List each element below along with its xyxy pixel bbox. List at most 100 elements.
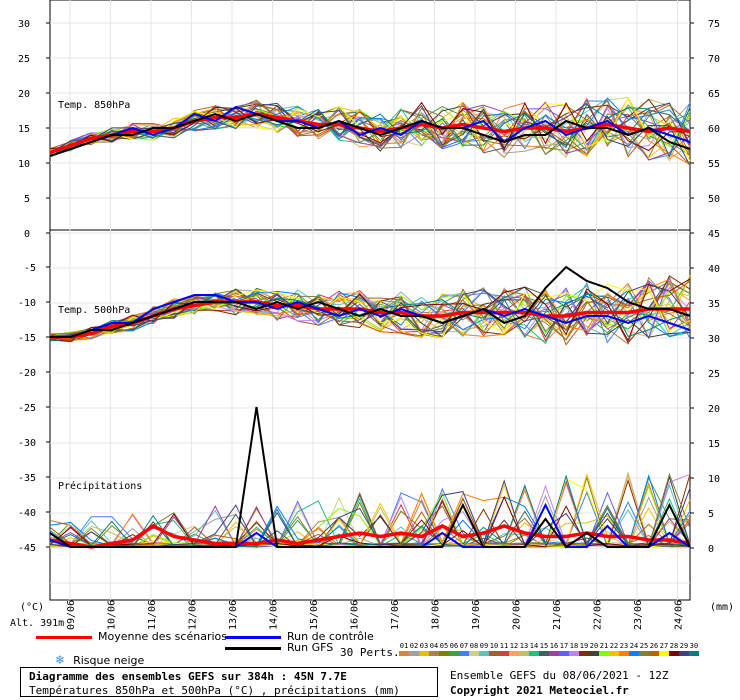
legend-gfs: Run GFS bbox=[225, 641, 333, 654]
footer-info-box: Diagramme des ensembles GEFS sur 384h : … bbox=[20, 667, 438, 697]
date-tick: 10/06 bbox=[107, 600, 118, 630]
pert-swatch bbox=[539, 651, 549, 656]
pert-line-30-t850 bbox=[49, 103, 691, 158]
legend-control-label: Run de contrôle bbox=[287, 630, 374, 643]
right-tick: 25 bbox=[708, 369, 720, 380]
date-tick: 15/06 bbox=[309, 600, 320, 630]
pert-id: 05 bbox=[439, 642, 449, 650]
pert-29: 29 bbox=[679, 642, 689, 656]
pert-id: 11 bbox=[499, 642, 509, 650]
panel-label-500: Temp. 500hPa bbox=[58, 305, 130, 316]
perturbation-legend: 01 02 03 04 05 06 07 08 09 10 11 12 13 14 15 16 17 18 19 20… bbox=[399, 640, 699, 656]
right-tick: 5 bbox=[708, 509, 714, 520]
pert-swatch bbox=[399, 651, 409, 656]
left-tick: -35 bbox=[18, 473, 36, 484]
legend-mean-swatch bbox=[36, 635, 92, 639]
right-tick: 0 bbox=[708, 544, 714, 555]
left-tick: 5 bbox=[24, 194, 30, 205]
right-tick: 40 bbox=[708, 264, 720, 275]
pert-16: 16 bbox=[549, 642, 559, 656]
date-tick: 20/06 bbox=[512, 600, 523, 630]
footer-run: Ensemble GEFS du 08/06/2021 - 12Z bbox=[450, 669, 669, 682]
date-tick: 17/06 bbox=[390, 600, 401, 630]
right-tick: 70 bbox=[708, 54, 720, 65]
pert-swatch bbox=[569, 651, 579, 656]
pert-id: 23 bbox=[619, 642, 629, 650]
pert-id: 12 bbox=[509, 642, 519, 650]
pert-id: 25 bbox=[639, 642, 649, 650]
legend-mean-label: Moyenne des scénarios bbox=[98, 630, 227, 643]
pert-18: 18 bbox=[569, 642, 579, 656]
pert-15: 15 bbox=[539, 642, 549, 656]
pert-08: 08 bbox=[469, 642, 479, 656]
pert-swatch bbox=[429, 651, 439, 656]
pert-swatch bbox=[689, 651, 699, 656]
pert-21: 21 bbox=[599, 642, 609, 656]
pert-swatch bbox=[609, 651, 619, 656]
pert-line-14-t850 bbox=[49, 107, 691, 154]
pert-id: 22 bbox=[609, 642, 619, 650]
pert-id: 02 bbox=[409, 642, 419, 650]
left-tick: 10 bbox=[18, 159, 30, 170]
snowflake-icon: ❄ bbox=[55, 653, 66, 667]
legend-snow: ❄ Risque neige bbox=[55, 653, 144, 667]
pert-17: 17 bbox=[559, 642, 569, 656]
left-tick: -20 bbox=[18, 368, 36, 379]
right-tick: 65 bbox=[708, 89, 720, 100]
pert-id: 16 bbox=[549, 642, 559, 650]
pert-id: 13 bbox=[519, 642, 529, 650]
panel-label-precip: Précipitations bbox=[58, 480, 142, 492]
pert-id: 04 bbox=[429, 642, 439, 650]
left-tick: -40 bbox=[18, 508, 36, 519]
pert-swatch bbox=[589, 651, 599, 656]
legend-snow-label: Risque neige bbox=[73, 654, 145, 667]
pert-04: 04 bbox=[429, 642, 439, 656]
pert-id: 29 bbox=[679, 642, 689, 650]
pert-28: 28 bbox=[669, 642, 679, 656]
pert-id: 14 bbox=[529, 642, 539, 650]
pert-id: 30 bbox=[689, 642, 699, 650]
pert-id: 15 bbox=[539, 642, 549, 650]
footer-copyright: Copyright 2021 Meteociel.fr bbox=[450, 684, 629, 697]
perts-label: 30 Perts. bbox=[340, 646, 400, 659]
pert-10: 10 bbox=[489, 642, 499, 656]
pert-09: 09 bbox=[479, 642, 489, 656]
pert-line-29-t500 bbox=[49, 283, 691, 342]
date-tick: 09/06 bbox=[66, 600, 77, 630]
right-tick: 20 bbox=[708, 404, 720, 415]
pert-swatch bbox=[479, 651, 489, 656]
pert-swatch bbox=[449, 651, 459, 656]
series-gfs-t500 bbox=[50, 265, 691, 338]
pert-03: 03 bbox=[419, 642, 429, 656]
left-tick: 15 bbox=[18, 124, 30, 135]
pert-swatch bbox=[439, 651, 449, 656]
left-tick: 20 bbox=[18, 89, 30, 100]
pert-swatch bbox=[499, 651, 509, 656]
right-tick: 50 bbox=[708, 194, 720, 205]
right-unit: (mm) bbox=[710, 602, 734, 613]
pert-07: 07 bbox=[459, 642, 469, 656]
pert-01: 01 bbox=[399, 642, 409, 656]
pert-24: 24 bbox=[629, 642, 639, 656]
pert-id: 01 bbox=[399, 642, 409, 650]
left-tick: 0 bbox=[24, 229, 30, 240]
left-tick: -10 bbox=[18, 298, 36, 309]
pert-swatch bbox=[649, 651, 659, 656]
pert-id: 24 bbox=[629, 642, 639, 650]
date-tick: 24/06 bbox=[674, 600, 685, 630]
pert-swatch bbox=[519, 651, 529, 656]
pert-id: 28 bbox=[669, 642, 679, 650]
right-tick: 55 bbox=[708, 159, 720, 170]
date-tick: 16/06 bbox=[350, 600, 361, 630]
pert-30: 30 bbox=[689, 642, 699, 656]
legend-gfs-label: Run GFS bbox=[287, 641, 334, 654]
pert-19: 19 bbox=[579, 642, 589, 656]
date-tick: 14/06 bbox=[269, 600, 280, 630]
legend-control-swatch bbox=[225, 635, 281, 639]
series-gfs-t850 bbox=[49, 112, 691, 157]
pert-id: 21 bbox=[599, 642, 609, 650]
pert-swatch bbox=[659, 651, 669, 656]
right-tick: 30 bbox=[708, 334, 720, 345]
pert-swatch bbox=[639, 651, 649, 656]
